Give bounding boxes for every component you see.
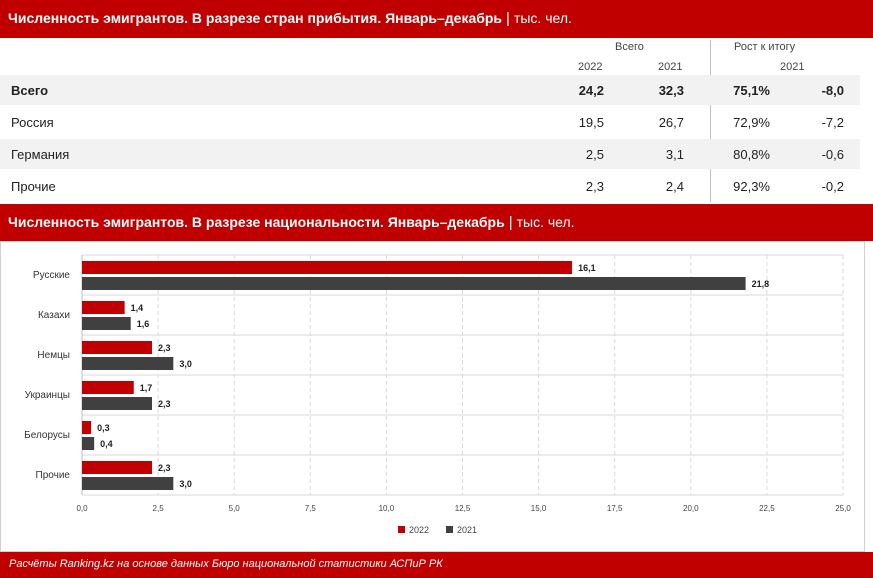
data-label: 0,4 (100, 439, 113, 449)
col-header-growth-year: 2021 (780, 61, 805, 73)
bar-2022 (82, 421, 92, 434)
table-row: Прочие 2,3 2,4 92,3% -0,2 (0, 171, 860, 201)
row-2021: 32,3 (658, 83, 684, 98)
category-label: Русские (33, 270, 71, 281)
data-label: 1,6 (137, 319, 150, 329)
chart-title: Численность эмигрантов. В разрезе национ… (8, 214, 505, 230)
chart-header-band: Численность эмигрантов. В разрезе национ… (0, 204, 873, 241)
row-share: 75,1% (733, 83, 770, 98)
row-2022: 24,2 (578, 83, 604, 98)
row-2021: 3,1 (665, 147, 684, 162)
data-label: 3,0 (179, 479, 192, 489)
row-share: 92,3% (733, 179, 770, 194)
x-tick-label: 15,0 (531, 504, 547, 513)
table-row: Всего 24,2 32,3 75,1% -8,0 (0, 75, 860, 105)
data-label: 0,3 (97, 423, 110, 433)
bar-2022 (82, 341, 153, 354)
table-header-band: Численность эмигрантов. В разрезе стран … (0, 0, 873, 38)
row-name: Германия (11, 147, 70, 162)
bar-2022 (82, 381, 134, 394)
data-label: 1,4 (131, 303, 144, 313)
col-group-total: Всего (615, 41, 644, 53)
row-growth: -8,0 (821, 83, 844, 98)
row-2021: 26,7 (658, 115, 684, 130)
chart-unit: тыс. чел. (516, 214, 575, 230)
bar-2022 (82, 261, 573, 274)
data-label: 21,8 (752, 279, 770, 289)
title-separator: | (508, 214, 513, 231)
x-tick-label: 10,0 (379, 504, 395, 513)
bar-2022 (82, 301, 125, 314)
row-growth: -7,2 (821, 115, 844, 130)
data-label: 2,3 (158, 399, 171, 409)
x-tick-label: 12,5 (455, 504, 471, 513)
category-label: Украинцы (25, 390, 70, 401)
data-label: 2,3 (158, 343, 171, 353)
data-label: 1,7 (140, 383, 153, 393)
bar-2021 (82, 477, 174, 490)
title-separator: | (506, 10, 510, 27)
bar-2021 (82, 357, 174, 370)
row-name: Прочие (11, 179, 56, 194)
source-footer: Расчёты Ranking.kz на основе данных Бюро… (0, 552, 873, 578)
row-name: Россия (11, 115, 54, 130)
legend-swatch (398, 526, 405, 533)
bar-2021 (82, 397, 153, 410)
x-tick-label: 22,5 (759, 504, 775, 513)
table-row: Россия 19,5 26,7 72,9% -7,2 (0, 107, 860, 137)
bar-2021 (82, 437, 95, 450)
x-tick-label: 5,0 (229, 504, 241, 513)
chart-frame (0, 241, 865, 552)
x-tick-label: 20,0 (683, 504, 699, 513)
data-label: 3,0 (179, 359, 192, 369)
x-tick-label: 25,0 (835, 504, 851, 513)
table-unit: тыс. чел. (513, 10, 572, 26)
category-label: Немцы (37, 350, 70, 361)
row-share: 72,9% (733, 115, 770, 130)
bar-2021 (82, 317, 131, 330)
col-header-2021: 2021 (658, 61, 683, 73)
table-divider (710, 40, 711, 202)
row-2022: 19,5 (578, 115, 604, 130)
row-growth: -0,2 (821, 179, 844, 194)
legend-label: 2021 (457, 525, 477, 535)
row-2022: 2,3 (585, 179, 604, 194)
bar-2022 (82, 461, 153, 474)
row-growth: -0,6 (821, 147, 844, 162)
bar-chart: 0,0 2,5 5,0 7,5 10,0 12,5 15,0 17,5 20,0 22,5 25,0… (0, 241, 865, 552)
table-title: Численность эмигрантов. В разрезе стран … (8, 10, 503, 26)
data-label: 16,1 (578, 263, 596, 273)
legend-label: 2022 (409, 525, 429, 535)
category-label: Белорусы (24, 430, 70, 441)
x-tick-label: 2,5 (153, 504, 165, 513)
x-tick-label: 7,5 (305, 504, 317, 513)
category-label: Казахи (38, 310, 70, 321)
col-header-2022: 2022 (578, 61, 603, 73)
bar-2021 (82, 277, 746, 290)
data-label: 2,3 (158, 463, 171, 473)
category-label: Прочие (36, 470, 71, 481)
row-2022: 2,5 (585, 147, 604, 162)
col-group-growth: Рост к итогу (734, 41, 796, 53)
row-name: Всего (11, 83, 49, 98)
x-tick-label: 17,5 (607, 504, 623, 513)
row-share: 80,8% (733, 147, 770, 162)
table-row: Германия 2,5 3,1 80,8% -0,6 (0, 139, 860, 169)
x-tick-label: 0,0 (76, 504, 88, 513)
row-2021: 2,4 (665, 179, 684, 194)
legend-swatch (446, 526, 453, 533)
